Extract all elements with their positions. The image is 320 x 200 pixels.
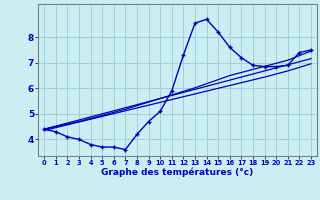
X-axis label: Graphe des températures (°c): Graphe des températures (°c)	[101, 168, 254, 177]
